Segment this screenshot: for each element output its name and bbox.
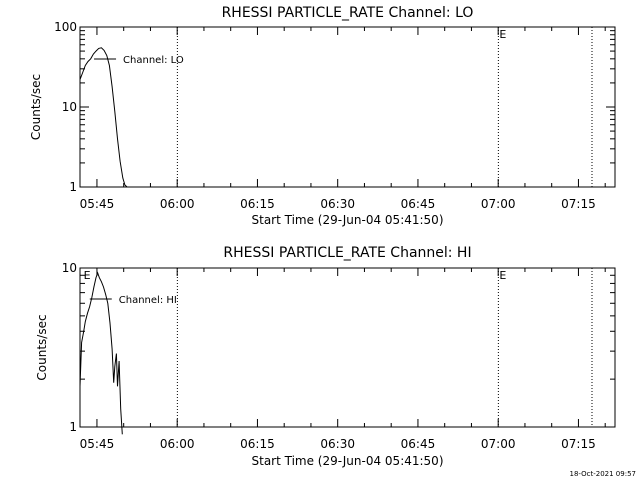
- chart2-plot-frame: [79, 267, 616, 428]
- chart2-x-tick-label-4: 06:45: [401, 437, 436, 451]
- chart2-marker-1: E: [499, 269, 506, 282]
- chart2-y-tick-label-1: 10: [62, 261, 77, 275]
- chart1-y-tick-label-2: 100: [54, 20, 77, 34]
- chart1-x-axis-label: Start Time (29-Jun-04 05:41:50): [252, 213, 444, 227]
- chart2-x-axis-label: Start Time (29-Jun-04 05:41:50): [252, 454, 444, 468]
- chart1-legend-label-0: Channel: LO: [123, 55, 184, 66]
- footer-timestamp-text: 18-Oct-2021 09:57: [570, 470, 636, 478]
- chart1-y-tick-label-1: 10: [62, 100, 77, 114]
- chart2-title: RHESSI PARTICLE_RATE Channel: HI: [223, 245, 471, 261]
- chart2-y-tick-label-0: 1: [69, 420, 77, 434]
- chart2-x-tick-label-1: 06:00: [160, 437, 195, 451]
- chart1-x-tick-label-0: 05:45: [80, 197, 115, 211]
- chart1-x-tick-label-4: 06:45: [401, 197, 436, 211]
- chart2-y-axis-label: Counts/sec: [35, 314, 49, 380]
- chart1-series-line-0: [79, 47, 128, 188]
- chart2-x-tick-label-5: 07:00: [481, 437, 516, 451]
- chart2-x-tick-label-2: 06:15: [240, 437, 275, 451]
- chart2-legend-label-0: Channel: HI: [119, 295, 177, 306]
- chart1-x-tick-label-6: 07:15: [561, 197, 596, 211]
- chart1-x-tick-label-3: 06:30: [320, 197, 355, 211]
- chart1-x-tick-label-5: 07:00: [481, 197, 516, 211]
- chart1-title: RHESSI PARTICLE_RATE Channel: LO: [222, 5, 474, 21]
- chart2-x-tick-label-0: 05:45: [80, 437, 115, 451]
- chart2-x-tick-label-6: 07:15: [561, 437, 596, 451]
- chart2-x-tick-label-3: 06:30: [320, 437, 355, 451]
- chart1-y-tick-label-0: 1: [69, 180, 77, 194]
- chart2-series-line-0: [79, 271, 123, 435]
- chart1-y-axis-label: Counts/sec: [29, 74, 43, 140]
- chart1-marker-0: E: [499, 28, 506, 41]
- chart1-x-tick-label-2: 06:15: [240, 197, 275, 211]
- chart1-plot-frame: [79, 26, 616, 188]
- chart2-marker-0: E: [84, 269, 91, 282]
- chart1-x-tick-label-1: 06:00: [160, 197, 195, 211]
